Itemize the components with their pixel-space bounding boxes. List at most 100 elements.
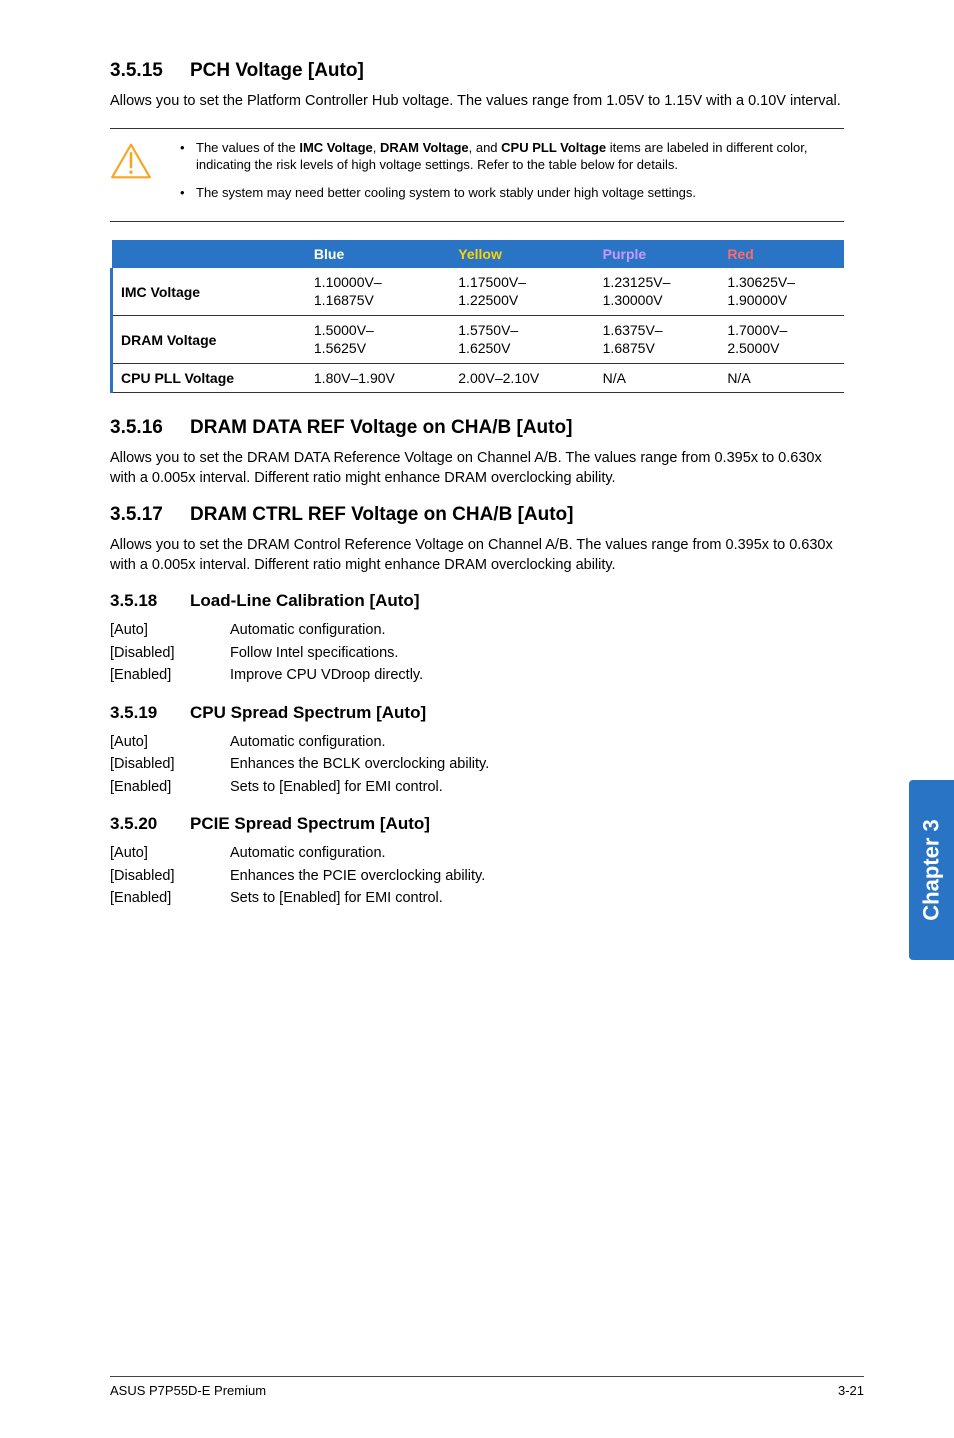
heading-title: Load-Line Calibration [Auto] (190, 591, 419, 610)
row-label: IMC Voltage (112, 268, 306, 316)
option-value: Sets to [Enabled] for EMI control. (230, 890, 443, 906)
table-header-row: Blue Yellow Purple Red (112, 240, 845, 268)
cell: 1.80V–1.90V (306, 364, 450, 393)
heading-title: DRAM DATA REF Voltage on CHA/B [Auto] (190, 417, 572, 438)
val: 1.5000V– (314, 322, 374, 338)
options-3-5-18: [Auto]Automatic configuration. [Disabled… (110, 619, 844, 686)
val: 1.10000V– (314, 274, 382, 290)
caution-note: The values of the IMC Voltage, DRAM Volt… (110, 128, 844, 223)
cell: 1.5750V– 1.6250V (450, 316, 594, 364)
heading-3-5-15: 3.5.15PCH Voltage [Auto] (110, 60, 844, 82)
option-row: [Auto]Automatic configuration. (110, 731, 844, 753)
col-yellow: Yellow (450, 240, 594, 268)
body-3-5-16: Allows you to set the DRAM DATA Referenc… (110, 449, 844, 488)
val: 1.6250V (458, 340, 510, 356)
val: 1.6875V (603, 340, 655, 356)
val: 1.23125V– (603, 274, 671, 290)
option-value: Automatic configuration. (230, 622, 386, 638)
cell: N/A (595, 364, 720, 393)
option-value: Automatic configuration. (230, 734, 386, 750)
cell: 1.10000V– 1.16875V (306, 268, 450, 316)
option-value: Enhances the BCLK overclocking ability. (230, 756, 489, 772)
option-key: [Enabled] (110, 664, 230, 686)
page-footer: ASUS P7P55D-E Premium 3-21 (110, 1376, 864, 1398)
table-row: IMC Voltage 1.10000V– 1.16875V 1.17500V–1… (112, 268, 845, 316)
option-value: Follow Intel specifications. (230, 645, 398, 661)
heading-number: 3.5.15 (110, 60, 190, 82)
caution-icon (110, 139, 160, 212)
option-key: [Disabled] (110, 753, 230, 775)
option-key: [Enabled] (110, 776, 230, 798)
heading-number: 3.5.18 (110, 591, 190, 611)
cell: 1.6375V– 1.6875V (595, 316, 720, 364)
heading-number: 3.5.17 (110, 504, 190, 526)
heading-3-5-20: 3.5.20PCIE Spread Spectrum [Auto] (110, 814, 844, 834)
option-value: Improve CPU VDroop directly. (230, 667, 423, 683)
heading-3-5-16: 3.5.16DRAM DATA REF Voltage on CHA/B [Au… (110, 417, 844, 439)
option-value: Enhances the PCIE overclocking ability. (230, 868, 485, 884)
option-key: [Auto] (110, 842, 230, 864)
page-content: 3.5.15PCH Voltage [Auto] Allows you to s… (0, 0, 954, 966)
voltage-table: Blue Yellow Purple Red IMC Voltage 1.100… (110, 240, 844, 393)
heading-number: 3.5.16 (110, 417, 190, 439)
heading-title: DRAM CTRL REF Voltage on CHA/B [Auto] (190, 504, 573, 525)
text: , (373, 140, 380, 155)
val: 1.5750V– (458, 322, 518, 338)
col-blank (112, 240, 306, 268)
col-blue: Blue (306, 240, 450, 268)
heading-3-5-19: 3.5.19CPU Spread Spectrum [Auto] (110, 703, 844, 723)
bold: CPU PLL Voltage (501, 140, 606, 155)
cell: 1.5000V– 1.5625V (306, 316, 450, 364)
col-red: Red (719, 240, 844, 268)
val: 1.7000V– (727, 322, 787, 338)
option-value: Automatic configuration. (230, 845, 386, 861)
heading-title: CPU Spread Spectrum [Auto] (190, 703, 426, 722)
heading-title: PCH Voltage [Auto] (190, 60, 364, 81)
cell: 1.30625V– 1.90000V (719, 268, 844, 316)
row-label: DRAM Voltage (112, 316, 306, 364)
cell: N/A (719, 364, 844, 393)
footer-left: ASUS P7P55D-E Premium (110, 1383, 266, 1398)
text: The values of the (196, 140, 299, 155)
cell: 1.23125V– 1.30000V (595, 268, 720, 316)
cell: 1.17500V–1.22500V (450, 268, 594, 316)
val: 1.90000V (727, 292, 787, 308)
chapter-tab: Chapter 3 (909, 780, 954, 960)
option-row: [Auto]Automatic configuration. (110, 842, 844, 864)
col-purple: Purple (595, 240, 720, 268)
option-row: [Disabled]Enhances the BCLK overclocking… (110, 753, 844, 775)
heading-title: PCIE Spread Spectrum [Auto] (190, 814, 430, 833)
option-row: [Disabled]Follow Intel specifications. (110, 642, 844, 664)
heading-3-5-18: 3.5.18Load-Line Calibration [Auto] (110, 591, 844, 611)
row-label: CPU PLL Voltage (112, 364, 306, 393)
val: 1.22500V (458, 292, 518, 308)
cell: 1.7000V– 2.5000V (719, 316, 844, 364)
val: 1.6375V– (603, 322, 663, 338)
cell: 2.00V–2.10V (450, 364, 594, 393)
val: 1.5625V (314, 340, 366, 356)
val: 1.30625V– (727, 274, 795, 290)
option-key: [Disabled] (110, 642, 230, 664)
caution-item-1: The values of the IMC Voltage, DRAM Volt… (176, 139, 844, 174)
option-row: [Disabled]Enhances the PCIE overclocking… (110, 865, 844, 887)
option-row: [Enabled]Sets to [Enabled] for EMI contr… (110, 776, 844, 798)
bold: DRAM Voltage (380, 140, 469, 155)
table-row: DRAM Voltage 1.5000V– 1.5625V 1.5750V– 1.6… (112, 316, 845, 364)
option-key: [Auto] (110, 619, 230, 641)
bold: IMC Voltage (299, 140, 372, 155)
heading-3-5-17: 3.5.17DRAM CTRL REF Voltage on CHA/B [Au… (110, 504, 844, 526)
option-row: [Auto]Automatic configuration. (110, 619, 844, 641)
val: 2.5000V (727, 340, 779, 356)
option-key: [Disabled] (110, 865, 230, 887)
val: 1.30000V (603, 292, 663, 308)
val: 1.16875V (314, 292, 374, 308)
option-row: [Enabled]Sets to [Enabled] for EMI contr… (110, 887, 844, 909)
option-key: [Enabled] (110, 887, 230, 909)
option-value: Sets to [Enabled] for EMI control. (230, 779, 443, 795)
options-3-5-20: [Auto]Automatic configuration. [Disabled… (110, 842, 844, 909)
text: , and (469, 140, 502, 155)
caution-item-2: The system may need better cooling syste… (176, 184, 844, 202)
chapter-tab-label: Chapter 3 (919, 819, 945, 920)
table-row: CPU PLL Voltage 1.80V–1.90V 2.00V–2.10V … (112, 364, 845, 393)
heading-number: 3.5.20 (110, 814, 190, 834)
